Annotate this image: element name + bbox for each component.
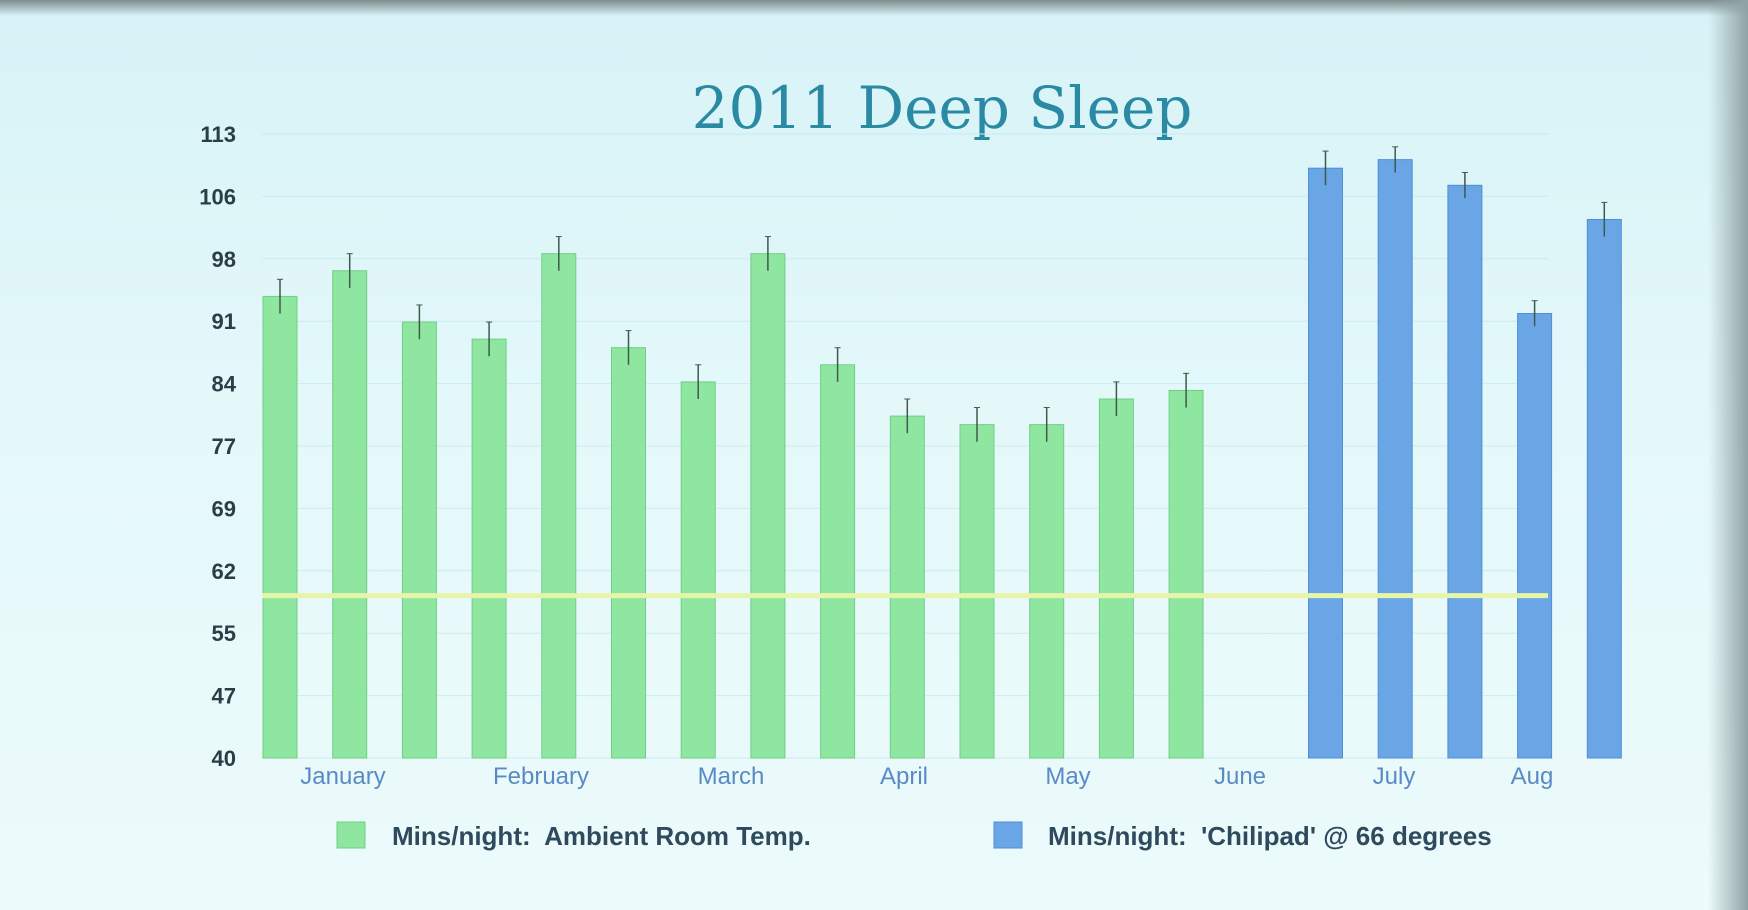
bars	[262, 146, 1622, 759]
x-tick-label: May	[1045, 763, 1090, 790]
ambient-bar	[262, 295, 298, 759]
slide-right-shadow	[1708, 0, 1748, 910]
ambient-bar	[820, 364, 856, 759]
x-tick-label: February	[493, 763, 589, 790]
chilipad-bar	[1308, 167, 1343, 759]
y-tick-label: 69	[212, 496, 236, 521]
x-tick-label: January	[300, 763, 385, 790]
chart-title: 2011 Deep Sleep	[692, 74, 1193, 142]
chilipad-bar	[1447, 184, 1483, 759]
ambient-bar	[1098, 398, 1134, 759]
legend-label: Mins/night: Ambient Room Temp.	[392, 821, 811, 851]
y-tick-label: 84	[212, 372, 237, 397]
ambient-bar	[471, 338, 507, 759]
y-tick-label: 91	[212, 309, 236, 334]
ambient-bar	[332, 270, 368, 759]
y-tick-label: 77	[212, 434, 236, 459]
legend: Mins/night: Ambient Room Temp. Mins/night…	[336, 821, 1492, 851]
x-tick-label: Aug	[1511, 763, 1554, 790]
ambient-bar	[889, 415, 925, 759]
ambient-bar	[959, 424, 995, 759]
ambient-bar	[541, 253, 577, 759]
y-tick-label: 47	[212, 684, 236, 709]
y-axis-ticks: 113 106 98 91 84 77 69 62 55 47 40	[199, 122, 236, 771]
x-tick-label: June	[1214, 763, 1266, 790]
chilipad-bar	[1377, 159, 1413, 759]
y-tick-label: 40	[212, 746, 236, 771]
ambient-bar	[611, 347, 646, 759]
slide-top-shadow	[0, 0, 1748, 16]
y-tick-label: 55	[212, 621, 236, 646]
x-axis-ticks: January February March April May June July Aug	[300, 763, 1553, 790]
chilipad-bar	[1586, 218, 1622, 759]
x-tick-label: July	[1373, 763, 1416, 790]
y-tick-label: 98	[212, 247, 236, 272]
ambient-bar	[1029, 424, 1065, 759]
chilipad-bar	[1517, 313, 1553, 759]
y-tick-label: 62	[212, 559, 236, 584]
ambient-bar	[401, 321, 437, 759]
legend-swatch	[336, 821, 366, 849]
y-tick-label: 106	[199, 184, 236, 209]
legend-swatch	[993, 821, 1023, 849]
y-tick-label: 113	[201, 122, 237, 147]
ambient-bar	[1168, 389, 1204, 759]
ambient-bar	[680, 381, 716, 759]
x-tick-label: March	[698, 763, 765, 790]
ambient-bar	[750, 253, 786, 759]
x-tick-label: April	[880, 763, 928, 790]
legend-label: Mins/night: 'Chilipad' @ 66 degrees	[1048, 821, 1492, 851]
